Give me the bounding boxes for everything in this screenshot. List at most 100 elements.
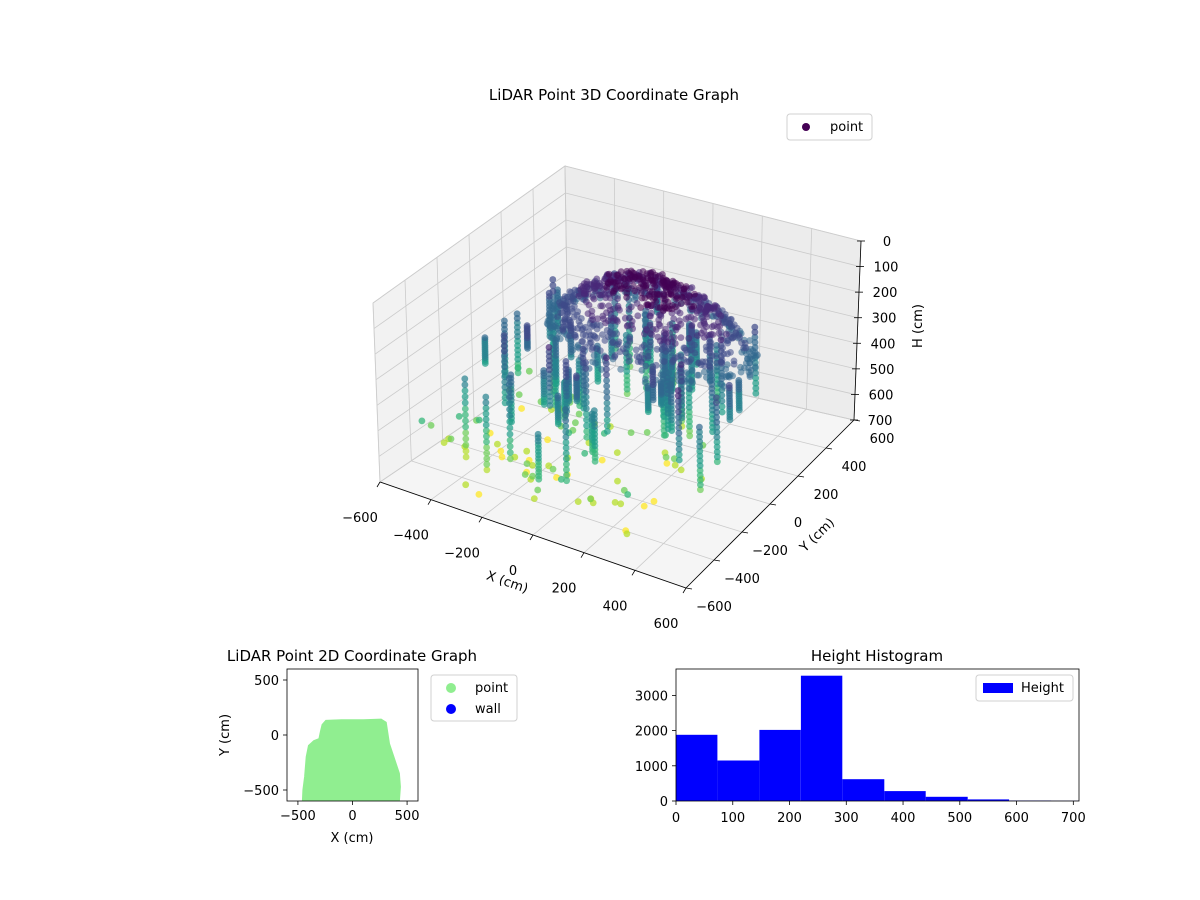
- lidar-point: [602, 360, 610, 367]
- lidar-point: [482, 427, 490, 435]
- legend-2d-marker-wall: [446, 704, 456, 714]
- z-tick-label-3d: 200: [873, 286, 898, 301]
- lidar-point: [686, 422, 693, 430]
- lidar-point: [675, 429, 683, 437]
- lidar-point: [575, 292, 583, 300]
- lidar-point: [552, 339, 560, 347]
- lidar-point: [696, 428, 703, 436]
- lidar-point: [637, 304, 645, 311]
- lidar-point: [640, 342, 648, 349]
- lidar-point: [667, 380, 675, 388]
- y-tick-3d: [769, 503, 777, 506]
- y-tick-label-3d: −200: [752, 544, 788, 559]
- lidar-point: [595, 282, 603, 290]
- x-tick-label-histogram: 700: [1061, 811, 1086, 826]
- x-tick-label-3d: 400: [603, 599, 628, 614]
- lidar-point: [725, 381, 733, 389]
- lidar-point: [506, 393, 513, 401]
- lidar-point: [666, 321, 674, 328]
- lidar-point: [660, 358, 668, 365]
- lidar-point: [638, 289, 645, 297]
- lidar-point: [646, 288, 654, 295]
- x-tick-label-histogram: 400: [891, 811, 916, 826]
- lidar-point: [671, 461, 679, 469]
- lidar-point: [722, 365, 730, 373]
- lidar-point: [482, 404, 490, 412]
- lidar-point: [462, 429, 470, 437]
- lidar-point: [505, 375, 513, 382]
- lidar-point: [561, 293, 569, 300]
- lidar-point: [696, 471, 704, 479]
- x-tick-3d: [427, 499, 432, 505]
- grid-line: [372, 302, 381, 483]
- point-footprint: [301, 718, 401, 801]
- lidar-point: [724, 372, 732, 379]
- x-tick-label-3d: −400: [393, 529, 429, 544]
- lidar-point: [708, 372, 716, 379]
- lidar-point: [652, 298, 660, 305]
- y-tick-3d: [825, 447, 833, 450]
- lidar-point: [752, 374, 759, 382]
- lidar-point: [675, 419, 683, 426]
- lidar-point: [614, 302, 622, 310]
- lidar-point: [702, 358, 709, 366]
- lidar-point: [590, 352, 598, 359]
- y-tick-3d: [741, 531, 749, 534]
- lidar-point: [688, 284, 696, 291]
- lidar-point: [461, 375, 469, 383]
- y-axis-label-3d: Y (cm): [797, 515, 838, 556]
- lidar-point: [638, 351, 646, 359]
- lidar-point: [656, 337, 664, 345]
- lidar-point: [506, 424, 514, 432]
- y-tick-label-2d: 0: [271, 729, 279, 744]
- lidar-point: [574, 308, 582, 315]
- lidar-point: [751, 323, 759, 331]
- lidar-point: [738, 339, 745, 347]
- lidar-point: [696, 452, 704, 460]
- lidar-point: [674, 392, 682, 400]
- lidar-point: [557, 476, 565, 483]
- lidar-point: [650, 497, 658, 505]
- z-tick-label-3d: 400: [871, 337, 896, 352]
- lidar-point: [501, 317, 508, 325]
- lidar-point: [599, 302, 606, 310]
- lidar-point: [475, 491, 483, 498]
- lidar-point: [677, 361, 685, 368]
- lidar-point: [582, 393, 590, 401]
- y-tick-label-histogram: 1000: [635, 760, 668, 775]
- lidar-point: [583, 410, 590, 418]
- lidar-point: [461, 399, 469, 407]
- ticks-3d: −600−400−2000200400600−600−400−200020040…: [342, 235, 898, 632]
- y-tick-label-3d: 400: [842, 460, 867, 475]
- lidar-point: [696, 438, 704, 445]
- lidar-point: [643, 281, 650, 289]
- lidar-point: [547, 324, 555, 332]
- lidar-point: [677, 334, 685, 341]
- lidar-point: [626, 335, 634, 343]
- lidar-point: [708, 323, 716, 331]
- lidar-point: [713, 453, 721, 461]
- lidar-point: [513, 310, 521, 318]
- lidar-point: [695, 359, 703, 366]
- x-axis-label-2d: X (cm): [331, 831, 374, 846]
- lidar-point: [713, 423, 721, 431]
- lidar-point: [713, 404, 720, 411]
- lidar-point: [562, 358, 570, 365]
- lidar-point: [688, 376, 695, 384]
- lidar-point: [582, 359, 589, 366]
- lidar-point: [675, 413, 682, 421]
- lidar-point: [603, 365, 610, 373]
- grid-line: [468, 234, 475, 419]
- lidar-point: [665, 369, 673, 377]
- lidar-point: [549, 281, 557, 289]
- lidar-point: [700, 368, 708, 376]
- chart-3d-title: LiDAR Point 3D Coordinate Graph: [489, 86, 739, 104]
- lidar-point: [674, 387, 682, 394]
- lidar-point: [603, 399, 611, 407]
- x-tick-label-histogram: 0: [672, 811, 680, 826]
- legend-2d: point wall: [430, 674, 518, 722]
- lidar-point: [752, 390, 760, 397]
- points-3d: [418, 267, 761, 538]
- lidar-point: [482, 410, 490, 418]
- lidar-point: [507, 455, 514, 463]
